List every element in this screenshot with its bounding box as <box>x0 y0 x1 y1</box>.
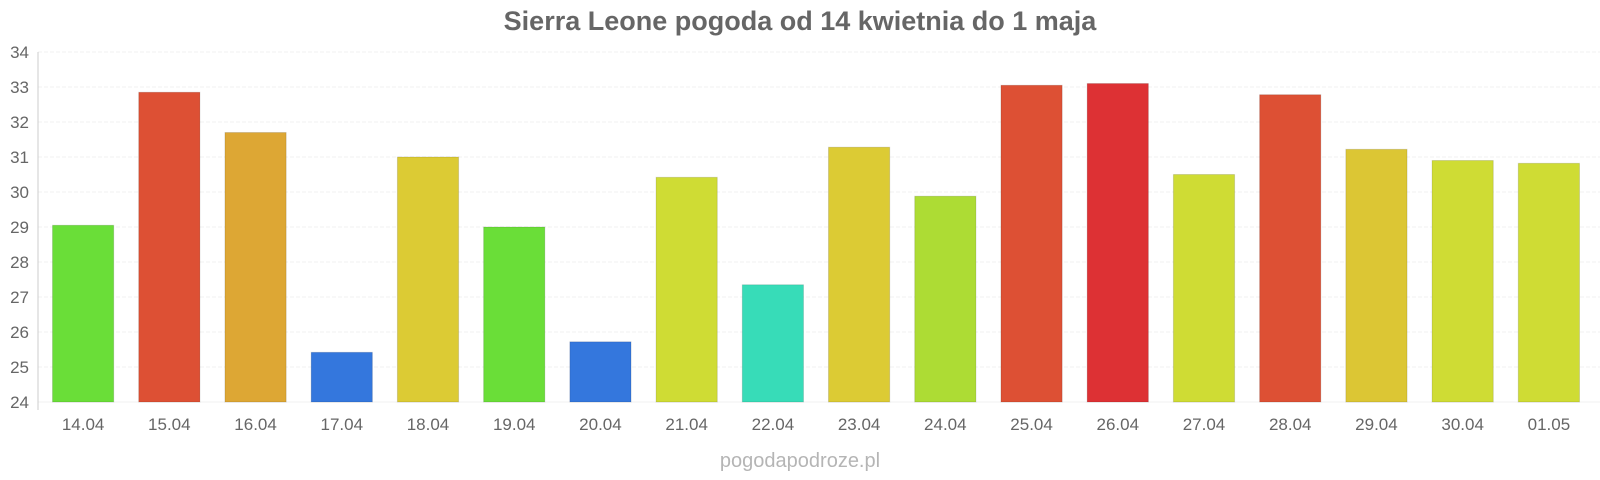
x-tick-label: 30.04 <box>1441 415 1484 434</box>
y-tick-label: 25 <box>10 358 29 377</box>
bar <box>655 176 718 403</box>
bar <box>1517 162 1580 403</box>
bar <box>52 224 115 403</box>
grid-lines <box>38 51 1600 403</box>
bar <box>1259 94 1322 403</box>
bar <box>138 91 201 403</box>
x-tick-label: 27.04 <box>1183 415 1226 434</box>
y-tick-label: 34 <box>10 43 29 62</box>
bar <box>1431 160 1494 403</box>
y-tick-label: 24 <box>10 393 29 412</box>
bar <box>1000 84 1063 403</box>
y-axis: 24 25 26 27 28 29 30 31 32 33 34 <box>10 43 39 412</box>
bar <box>310 351 373 403</box>
x-tick-label: 23.04 <box>838 415 881 434</box>
bar <box>569 341 632 403</box>
x-tick-label: 19.04 <box>493 415 536 434</box>
x-tick-label: 20.04 <box>579 415 622 434</box>
x-tick-label: 21.04 <box>665 415 708 434</box>
bar <box>914 195 977 403</box>
x-tick-label: 25.04 <box>1010 415 1053 434</box>
y-tick-label: 27 <box>10 288 29 307</box>
x-tick-label: 28.04 <box>1269 415 1312 434</box>
bar <box>741 284 804 403</box>
x-axis: 14.04 15.04 16.04 17.04 18.04 19.04 20.04 21.04… <box>62 415 1570 434</box>
chart-title: Sierra Leone pogoda od 14 kwietnia do 1 … <box>503 6 1097 36</box>
x-tick-label: 14.04 <box>62 415 105 434</box>
x-tick-label: 17.04 <box>321 415 364 434</box>
bar <box>1086 83 1149 403</box>
bar <box>224 132 287 403</box>
x-tick-label: 22.04 <box>752 415 795 434</box>
bars <box>52 83 1580 403</box>
x-tick-label: 01.05 <box>1528 415 1571 434</box>
x-tick-label: 29.04 <box>1355 415 1398 434</box>
y-tick-label: 28 <box>10 253 29 272</box>
y-tick-label: 26 <box>10 323 29 342</box>
y-tick-label: 30 <box>10 183 29 202</box>
x-tick-label: 15.04 <box>148 415 191 434</box>
bar <box>1172 174 1236 403</box>
watermark: pogodapodroze.pl <box>719 450 881 472</box>
x-tick-label: 24.04 <box>924 415 967 434</box>
x-tick-label: 26.04 <box>1097 415 1140 434</box>
bar <box>828 146 891 403</box>
y-tick-label: 32 <box>10 113 29 132</box>
y-tick-label: 29 <box>10 218 29 237</box>
y-tick-label: 31 <box>10 148 29 167</box>
x-tick-label: 16.04 <box>234 415 277 434</box>
x-tick-label: 18.04 <box>407 415 450 434</box>
bar <box>396 156 460 403</box>
y-tick-label: 33 <box>10 78 29 97</box>
bar <box>483 226 546 403</box>
bar <box>1345 148 1408 403</box>
